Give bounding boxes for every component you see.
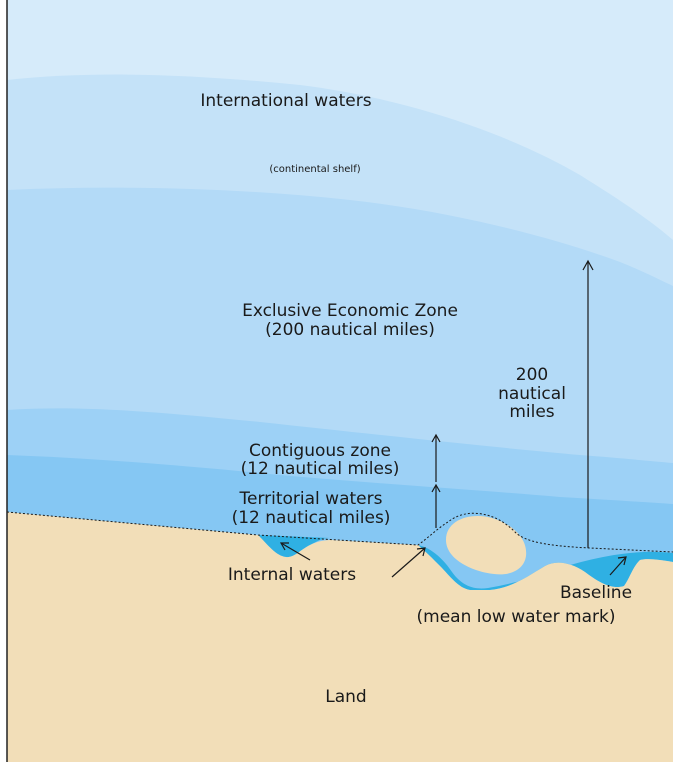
label-contiguous-line1: Contiguous zone [249, 441, 391, 461]
baseline-line [6, 511, 673, 553]
label-200nm-line1: 200 [516, 365, 548, 385]
label-territorial-line1: Territorial waters [239, 489, 383, 509]
pointer-baseline [609, 556, 627, 576]
arrow-territorial-head [431, 483, 441, 493]
label-baseline-line2: (mean low water mark) [417, 607, 616, 627]
label-contiguous-line2: (12 nautical miles) [241, 459, 400, 479]
pointer-internal-left-head [279, 542, 289, 551]
label-eez-line2: (200 nautical miles) [265, 320, 435, 340]
arrow-contiguous-head [431, 433, 441, 443]
internal-waters-area-left [258, 535, 330, 558]
pointer-internal-left [280, 542, 311, 561]
island [446, 516, 527, 575]
label-internal-waters: Internal waters [228, 565, 356, 585]
label-baseline-line1: Baseline [560, 583, 632, 603]
arrow-200nm-head [582, 259, 594, 271]
land-area [7, 512, 673, 762]
pointer-baseline-head [617, 556, 627, 566]
label-international-waters: International waters [200, 91, 371, 111]
pointer-internal-right-head [416, 547, 426, 557]
label-200nm-line2: nautical [498, 384, 566, 404]
label-200nm-line3: miles [509, 402, 554, 422]
label-eez-line1: Exclusive Economic Zone [242, 301, 458, 321]
pointer-internal-right [391, 547, 426, 578]
label-territorial-line2: (12 nautical miles) [232, 508, 391, 528]
label-land: Land [325, 687, 366, 707]
label-continental-shelf: (continental shelf) [269, 164, 360, 175]
